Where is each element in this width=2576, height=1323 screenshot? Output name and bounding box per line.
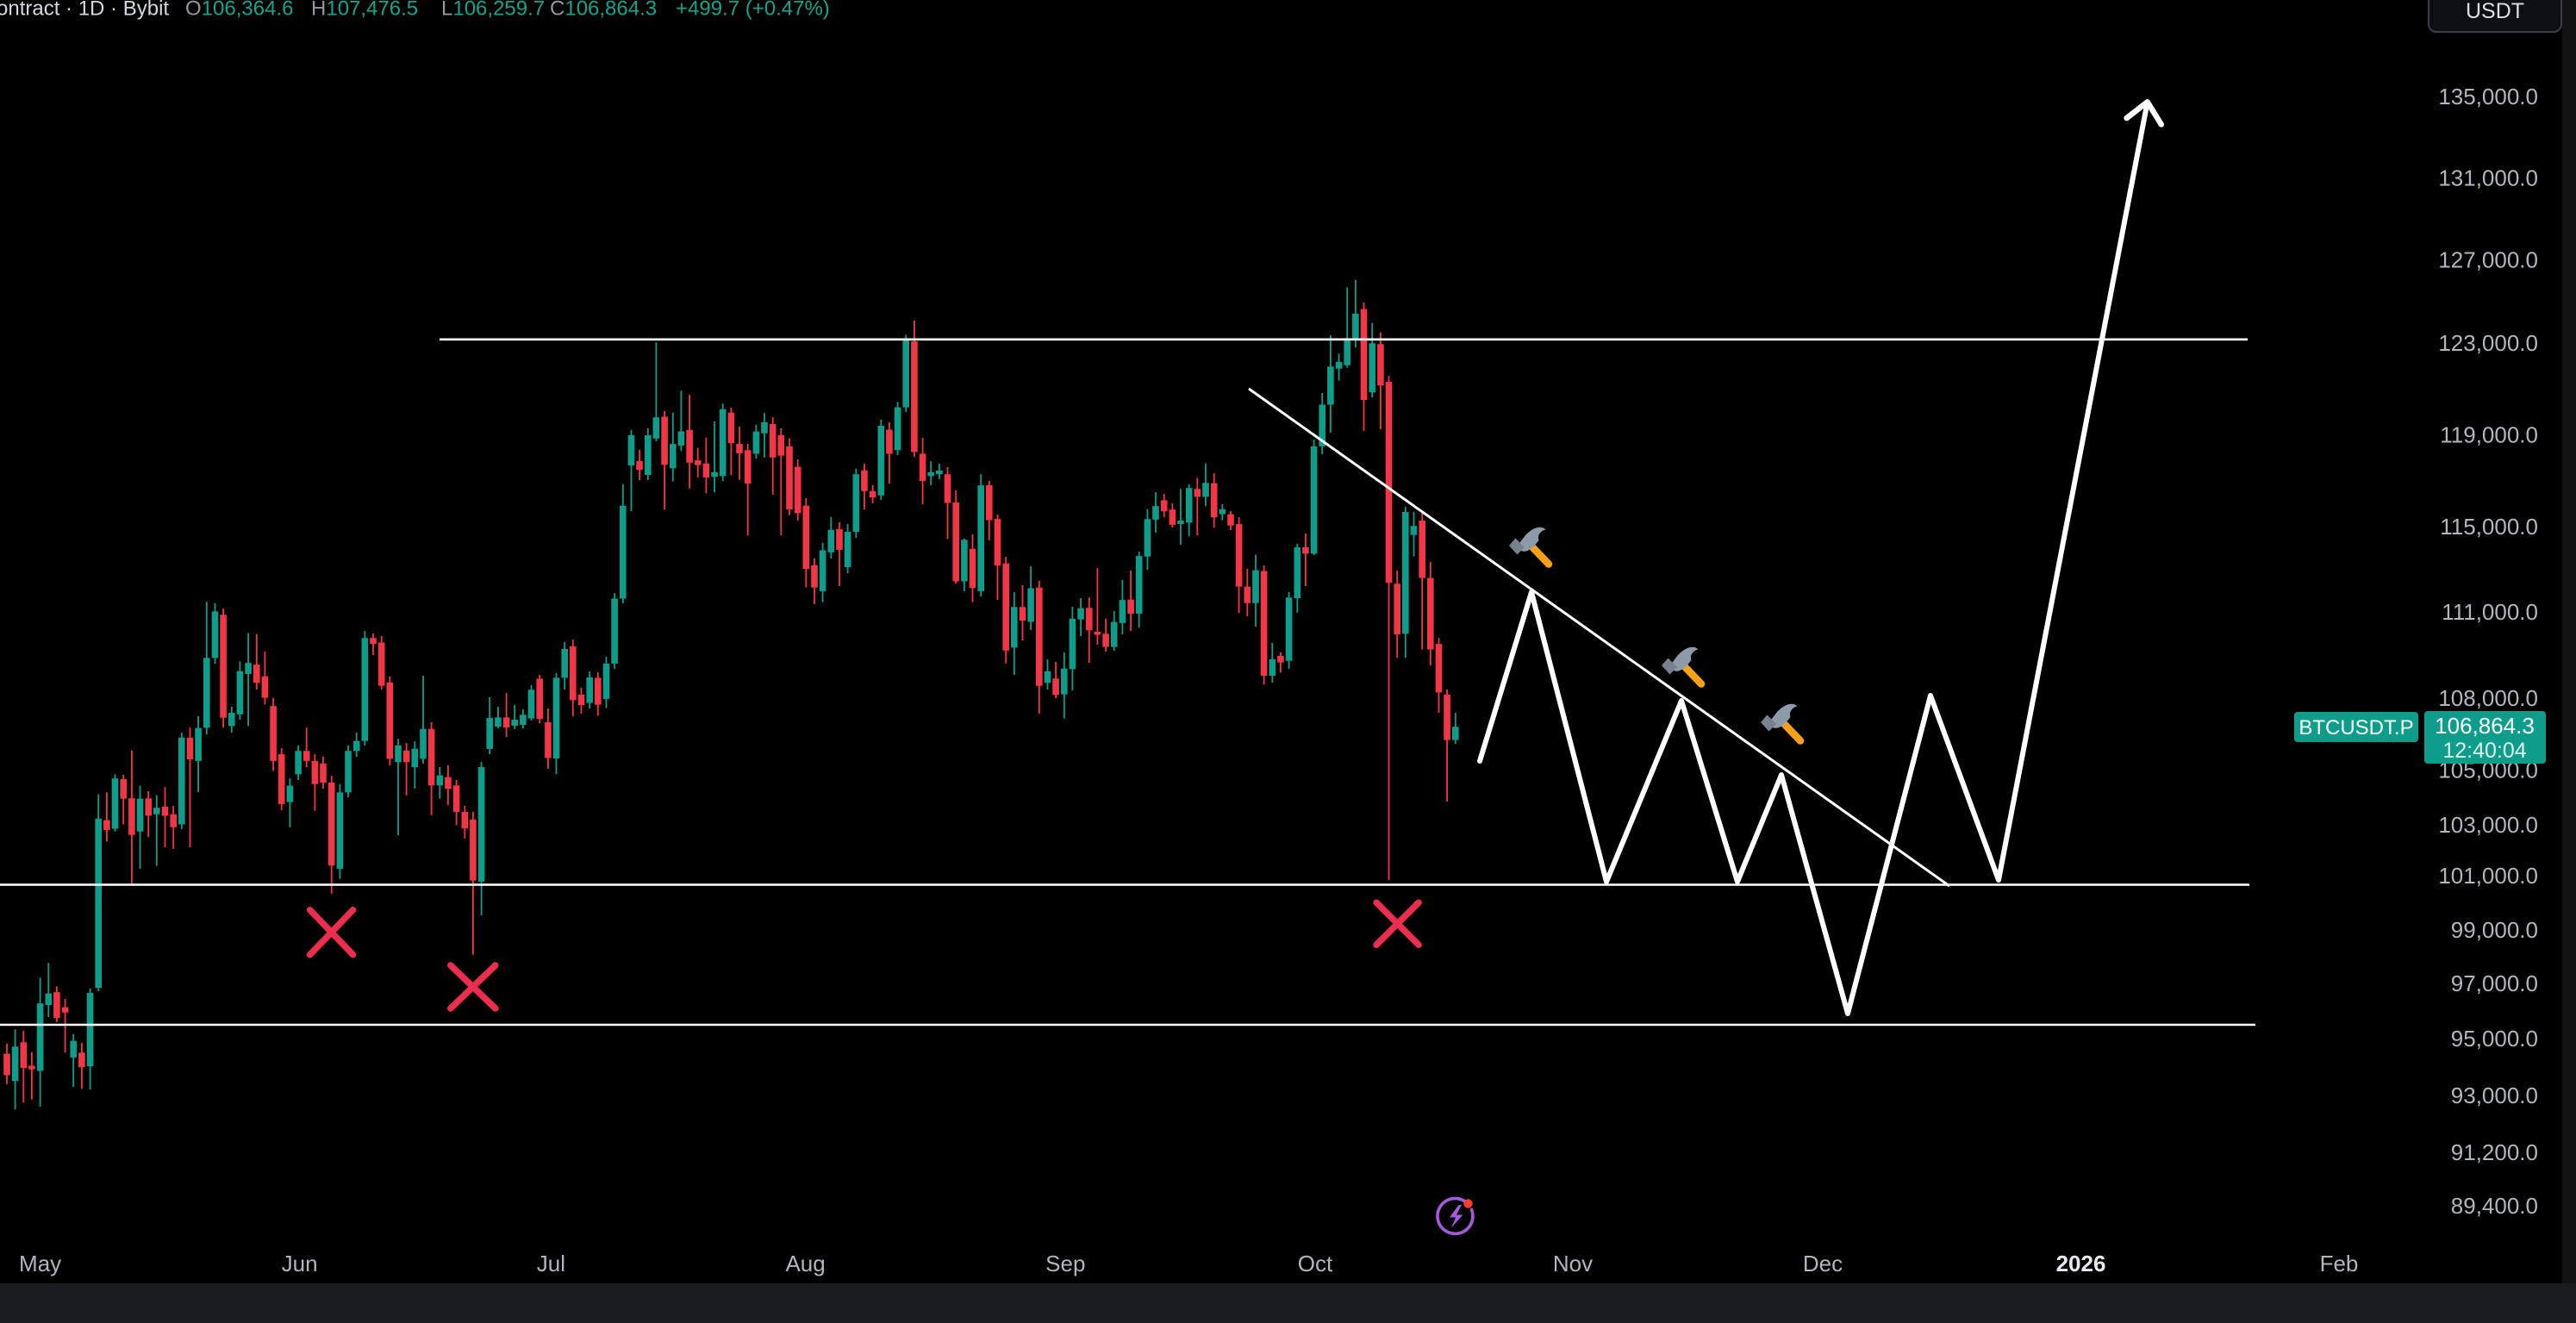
svg-text:ontract · 1D · Bybit: ontract · 1D · Bybit (0, 0, 169, 21)
svg-text:USDT: USDT (2466, 0, 2524, 23)
svg-text:Oct: Oct (1298, 1251, 1333, 1276)
svg-text:131,000.0: 131,000.0 (2438, 165, 2538, 191)
svg-text:May: May (19, 1251, 61, 1276)
svg-text:H107,476.5: H107,476.5 (311, 0, 418, 21)
svg-text:99,000.0: 99,000.0 (2451, 917, 2538, 943)
svg-text:108,000.0: 108,000.0 (2438, 685, 2538, 711)
svg-text:O106,364.6: O106,364.6 (185, 0, 293, 21)
svg-text:Aug: Aug (785, 1251, 825, 1276)
svg-text:Dec: Dec (1803, 1251, 1843, 1276)
svg-text:97,000.0: 97,000.0 (2451, 970, 2538, 996)
svg-text:101,000.0: 101,000.0 (2438, 863, 2538, 889)
svg-text:115,000.0: 115,000.0 (2440, 514, 2538, 540)
svg-text:119,000.0: 119,000.0 (2440, 422, 2538, 448)
svg-text:95,000.0: 95,000.0 (2451, 1026, 2538, 1052)
svg-text:93,000.0: 93,000.0 (2451, 1083, 2538, 1108)
svg-text:BTCUSDT.P: BTCUSDT.P (2298, 716, 2413, 740)
svg-text:Nov: Nov (1553, 1251, 1593, 1276)
svg-text:12:40:04: 12:40:04 (2442, 739, 2526, 763)
svg-text:103,000.0: 103,000.0 (2438, 812, 2538, 838)
svg-text:Feb: Feb (2320, 1251, 2359, 1276)
svg-text:2026: 2026 (2056, 1251, 2106, 1276)
svg-text:L106,259.7: L106,259.7 (441, 0, 545, 21)
svg-text:135,000.0: 135,000.0 (2438, 84, 2538, 109)
svg-text:+499.7 (+0.47%): +499.7 (+0.47%) (676, 0, 830, 21)
svg-text:106,864.3: 106,864.3 (2435, 713, 2535, 739)
svg-text:Jun: Jun (282, 1251, 318, 1276)
svg-text:111,000.0: 111,000.0 (2442, 599, 2538, 625)
svg-text:127,000.0: 127,000.0 (2438, 247, 2538, 273)
svg-text:Jul: Jul (537, 1251, 565, 1276)
svg-text:Sep: Sep (1045, 1251, 1085, 1276)
svg-text:89,400.0: 89,400.0 (2451, 1193, 2538, 1219)
svg-text:91,200.0: 91,200.0 (2451, 1139, 2538, 1165)
svg-text:C106,864.3: C106,864.3 (550, 0, 657, 21)
svg-text:123,000.0: 123,000.0 (2438, 330, 2538, 356)
